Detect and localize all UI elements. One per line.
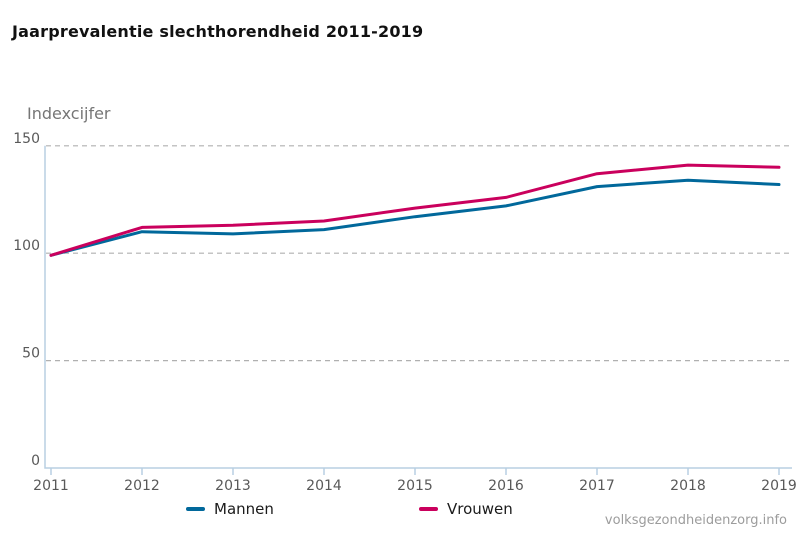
- x-tick-label: 2016: [488, 478, 524, 494]
- x-tick-label: 2012: [124, 478, 160, 494]
- legend-item-vrouwen[interactable]: Vrouwen: [419, 499, 513, 519]
- series-line-vrouwen: [49, 163, 781, 257]
- x-tick-label: 2013: [215, 478, 251, 494]
- y-tick-label: 100: [13, 238, 40, 254]
- y-tick-label: 150: [13, 131, 40, 147]
- y-axis-title: Indexcijfer: [27, 104, 111, 123]
- axis-lines: [44, 145, 792, 469]
- watermark-text: volksgezondheidenzorg.info: [604, 513, 787, 528]
- x-tick-labels: 2011 2012 2013 2014 2015 2016 2017 2018 2019: [33, 478, 797, 494]
- legend-label-vrouwen: Vrouwen: [447, 500, 513, 518]
- y-tick-labels: 0 50 100 150: [13, 131, 40, 469]
- y-tick-label: 0: [31, 453, 40, 469]
- x-ticks: [50, 468, 780, 475]
- series-line-mannen: [49, 178, 781, 257]
- legend-swatch-vrouwen: [419, 507, 438, 511]
- x-tick-label: 2011: [33, 478, 69, 494]
- y-tick-label: 50: [22, 346, 40, 362]
- x-tick-label: 2015: [397, 478, 433, 494]
- x-tick-label: 2014: [306, 478, 342, 494]
- gridlines: [46, 145, 792, 362]
- x-tick-label: 2018: [670, 478, 706, 494]
- legend-label-mannen: Mannen: [214, 500, 274, 518]
- chart-title: Jaarprevalentie slechthorendheid 2011-20…: [12, 22, 424, 41]
- x-tick-label: 2017: [579, 478, 615, 494]
- legend-item-mannen[interactable]: Mannen: [186, 499, 274, 519]
- x-tick-label: 2019: [761, 478, 797, 494]
- legend-swatch-mannen: [186, 507, 205, 511]
